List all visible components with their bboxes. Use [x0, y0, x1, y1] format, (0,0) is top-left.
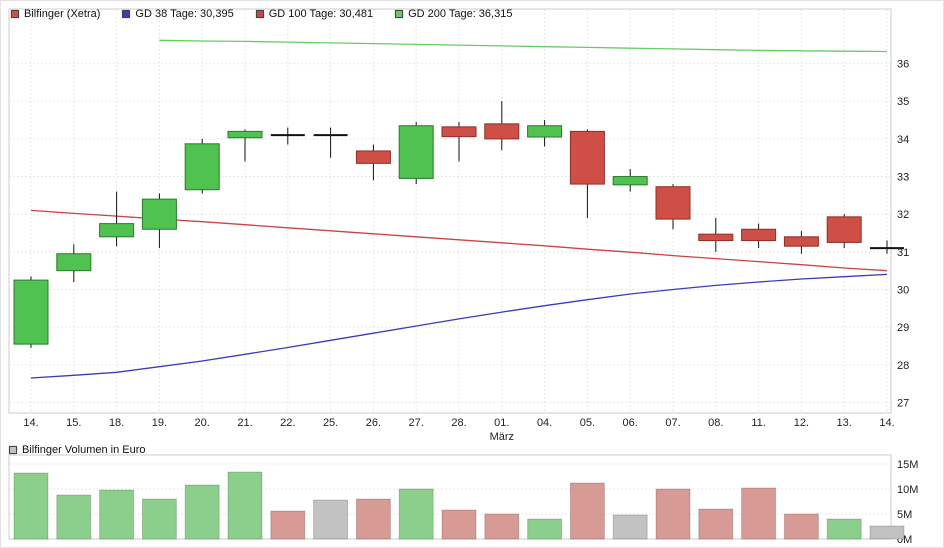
date-axis-tick: 15.	[66, 417, 81, 429]
volume-title: Bilfinger Volumen in Euro	[22, 444, 146, 456]
volume-bar	[270, 510, 306, 540]
candle	[270, 127, 305, 145]
candle	[227, 129, 263, 162]
legend-label-gd100: GD 100 Tage: 30,481	[268, 8, 374, 20]
candle	[441, 121, 477, 162]
candle	[569, 129, 605, 218]
price-legend: Bilfinger (Xetra) GD 38 Tage: 30,395 GD …	[11, 8, 512, 20]
date-axis-tick: 13.	[837, 417, 852, 429]
price-axis-tick: 28	[897, 360, 909, 372]
date-axis-tick: 14.	[879, 417, 894, 429]
volume-bar	[398, 488, 434, 540]
candle	[741, 223, 777, 249]
candle	[99, 191, 135, 247]
date-axis-tick: 01.	[494, 417, 509, 429]
date-axis-tick: 22.	[280, 417, 295, 429]
date-axis-tick: 06.	[623, 417, 638, 429]
date-axis-tick: 11.	[751, 417, 765, 429]
bilfinger-series-marker-icon	[11, 10, 19, 18]
candle	[184, 138, 220, 194]
date-axis-tick: 04.	[537, 417, 552, 429]
date-axis-tick: 18.	[109, 417, 124, 429]
candle	[612, 169, 648, 192]
date-axis-tick: 25.	[323, 417, 338, 429]
candle	[698, 217, 734, 252]
price-axis-tick: 35	[897, 96, 909, 108]
date-axis-tick: 14.	[23, 417, 38, 429]
date-axis-tick: 12.	[794, 417, 809, 429]
volume-bar	[741, 487, 777, 540]
price-axis-tick: 29	[897, 322, 909, 334]
price-axis-tick: 30	[897, 285, 909, 297]
gd38-series-marker-icon	[122, 10, 131, 18]
volume-axis-tick: 10M	[897, 484, 918, 496]
price-axis-tick: 32	[897, 209, 909, 221]
candle	[313, 127, 348, 158]
volume-bar	[355, 498, 391, 540]
month-label: März	[490, 431, 514, 443]
volume-bar	[441, 509, 477, 540]
price-axis-tick: 33	[897, 172, 909, 184]
price-axis-tick: 34	[897, 134, 909, 146]
volume-bar	[527, 518, 563, 540]
legend-label-bilfinger: Bilfinger (Xetra)	[24, 8, 101, 20]
volume-bar	[313, 499, 349, 540]
volume-bar	[227, 471, 263, 540]
candle	[56, 244, 92, 282]
price-axis-tick: 36	[897, 59, 909, 71]
price-plot-border	[8, 8, 892, 414]
gd38-line	[30, 273, 888, 379]
date-axis-tick: 05.	[580, 417, 595, 429]
legend-label-gd38: GD 38 Tage: 30,395	[135, 8, 234, 20]
legend-item-gd100: GD 100 Tage: 30,481	[255, 8, 374, 20]
volume-bar	[141, 498, 177, 540]
candle	[484, 101, 520, 151]
volume-bar	[612, 514, 648, 540]
date-axis-tick: 27.	[409, 417, 424, 429]
volume-legend: Bilfinger Volumen in Euro	[9, 444, 146, 456]
date-axis-tick: 21.	[237, 417, 252, 429]
candle	[141, 193, 177, 249]
volume-bar	[783, 513, 819, 540]
candle	[783, 231, 819, 254]
gd100-series-marker-icon	[255, 10, 264, 18]
volume-bar	[569, 482, 605, 540]
candle	[355, 144, 391, 181]
legend-item-gd38: GD 38 Tage: 30,395	[122, 8, 234, 20]
date-axis-tick: 07.	[665, 417, 680, 429]
volume-bar	[99, 489, 135, 540]
gd200-series-marker-icon	[395, 10, 404, 18]
legend-item-bilfinger: Bilfinger (Xetra)	[11, 8, 100, 20]
volume-bar	[655, 488, 691, 540]
legend-label-gd200: GD 200 Tage: 36,315	[408, 8, 513, 20]
date-axis-tick: 08.	[708, 417, 723, 429]
volume-bar	[56, 494, 92, 540]
date-axis-tick: 28.	[451, 417, 466, 429]
volume-series-marker-icon	[9, 446, 17, 454]
date-axis-tick: 26.	[366, 417, 381, 429]
volume-axis-tick: 5M	[897, 509, 912, 521]
volume-bar	[13, 472, 49, 540]
volume-bar	[698, 508, 734, 540]
legend-item-gd200: GD 200 Tage: 36,315	[395, 8, 512, 20]
volume-bar	[184, 484, 220, 540]
candle	[870, 240, 904, 254]
candle	[13, 276, 49, 348]
price-axis-tick: 31	[897, 247, 909, 259]
date-axis-tick: 19.	[152, 417, 167, 429]
price-axis-tick: 27	[897, 397, 909, 409]
gd200-line	[159, 39, 888, 53]
volume-bar	[484, 513, 520, 540]
volume-bar	[869, 525, 905, 540]
date-axis-tick: 20.	[195, 417, 210, 429]
volume-bar	[826, 518, 862, 540]
candle	[655, 184, 691, 230]
candle	[398, 121, 434, 185]
volume-axis-tick: 15M	[897, 459, 918, 471]
candle	[527, 120, 563, 147]
candle	[826, 214, 862, 249]
price-chart: 27 28 29 30 31 32 33 34 35 36 14. 15. 18. 19. 20. 21. 22…	[8, 8, 909, 443]
